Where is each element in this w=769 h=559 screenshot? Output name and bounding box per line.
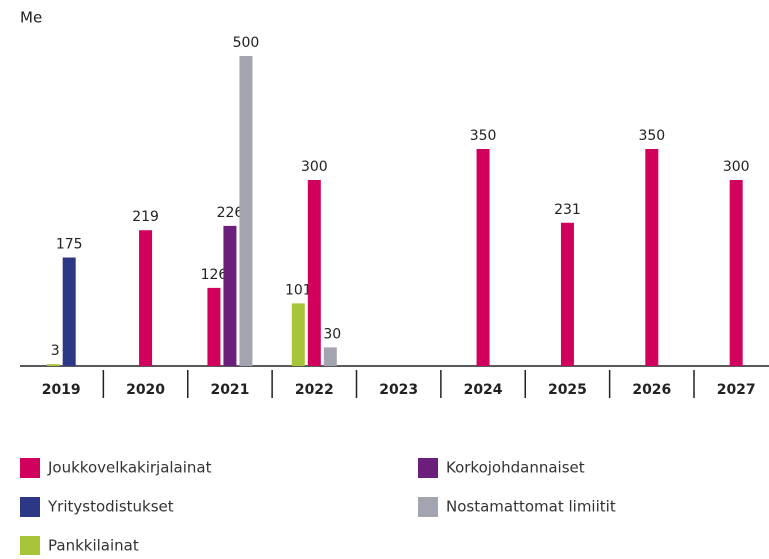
value-label: 231 — [554, 202, 581, 218]
value-label: 101 — [285, 282, 312, 298]
legend-swatch — [20, 497, 40, 517]
value-label: 126 — [201, 267, 228, 283]
x-tick-label: 2023 — [379, 382, 418, 398]
x-tick-label: 2026 — [632, 382, 671, 398]
bar — [476, 149, 490, 366]
legend-label: Yritystodistukset — [47, 498, 174, 516]
bar — [560, 222, 574, 366]
legend-swatch — [418, 458, 438, 478]
value-label: 300 — [301, 159, 328, 175]
value-label: 300 — [723, 159, 750, 175]
bar — [239, 56, 253, 366]
bar — [139, 230, 153, 366]
legend-swatch — [20, 458, 40, 478]
x-tick-label: 2019 — [42, 382, 81, 398]
value-label: 500 — [233, 35, 260, 51]
value-label: 350 — [470, 128, 497, 144]
legend-swatch — [20, 536, 40, 556]
y-axis-label: Me — [20, 9, 42, 27]
legend-label: Nostamattomat limiitit — [446, 498, 616, 516]
bar — [223, 225, 237, 366]
x-tick-label: 2022 — [295, 382, 334, 398]
bar — [291, 303, 305, 366]
legend-label: Pankkilainat — [48, 537, 139, 555]
bar — [307, 180, 321, 366]
bar — [323, 347, 337, 366]
x-tick-label: 2020 — [126, 382, 165, 398]
bar — [46, 364, 60, 366]
legend-label: Korkojohdannaiset — [446, 459, 585, 477]
value-label: 219 — [132, 209, 159, 225]
x-tick-label: 2021 — [210, 382, 249, 398]
x-tick-label: 2025 — [548, 382, 587, 398]
bar — [62, 257, 76, 366]
value-label: 350 — [638, 128, 665, 144]
legend-label: Joukkovelkakirjalainat — [47, 459, 212, 477]
bar — [729, 180, 743, 366]
bar — [207, 287, 221, 366]
value-label: 175 — [56, 237, 83, 253]
value-label: 3 — [51, 343, 60, 359]
value-label: 30 — [323, 326, 341, 342]
bar — [645, 149, 659, 366]
x-tick-label: 2024 — [464, 382, 503, 398]
x-tick-label: 2027 — [717, 382, 756, 398]
legend-swatch — [418, 497, 438, 517]
value-label: 226 — [217, 205, 244, 221]
